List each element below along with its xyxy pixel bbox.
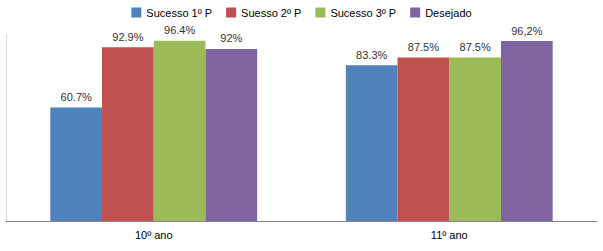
- svg-text:87.5%: 87.5%: [408, 41, 439, 53]
- svg-text:87.5%: 87.5%: [460, 41, 491, 53]
- svg-text:Sucesso 3º P: Sucesso 3º P: [330, 7, 396, 19]
- svg-text:11º ano: 11º ano: [431, 229, 468, 241]
- svg-text:Suesso 2º P: Suesso 2º P: [241, 7, 301, 19]
- svg-text:96,2%: 96,2%: [511, 25, 542, 37]
- svg-text:96.4%: 96.4%: [164, 24, 195, 36]
- svg-text:60.7%: 60.7%: [61, 91, 92, 103]
- svg-text:10º ano: 10º ano: [135, 229, 173, 241]
- svg-text:92.9%: 92.9%: [112, 31, 143, 43]
- svg-text:83.3%: 83.3%: [356, 49, 387, 61]
- svg-text:Sucesso 1º P: Sucesso 1º P: [146, 7, 212, 19]
- svg-text:92%: 92%: [220, 32, 242, 44]
- svg-text:Desejado: Desejado: [425, 7, 471, 19]
